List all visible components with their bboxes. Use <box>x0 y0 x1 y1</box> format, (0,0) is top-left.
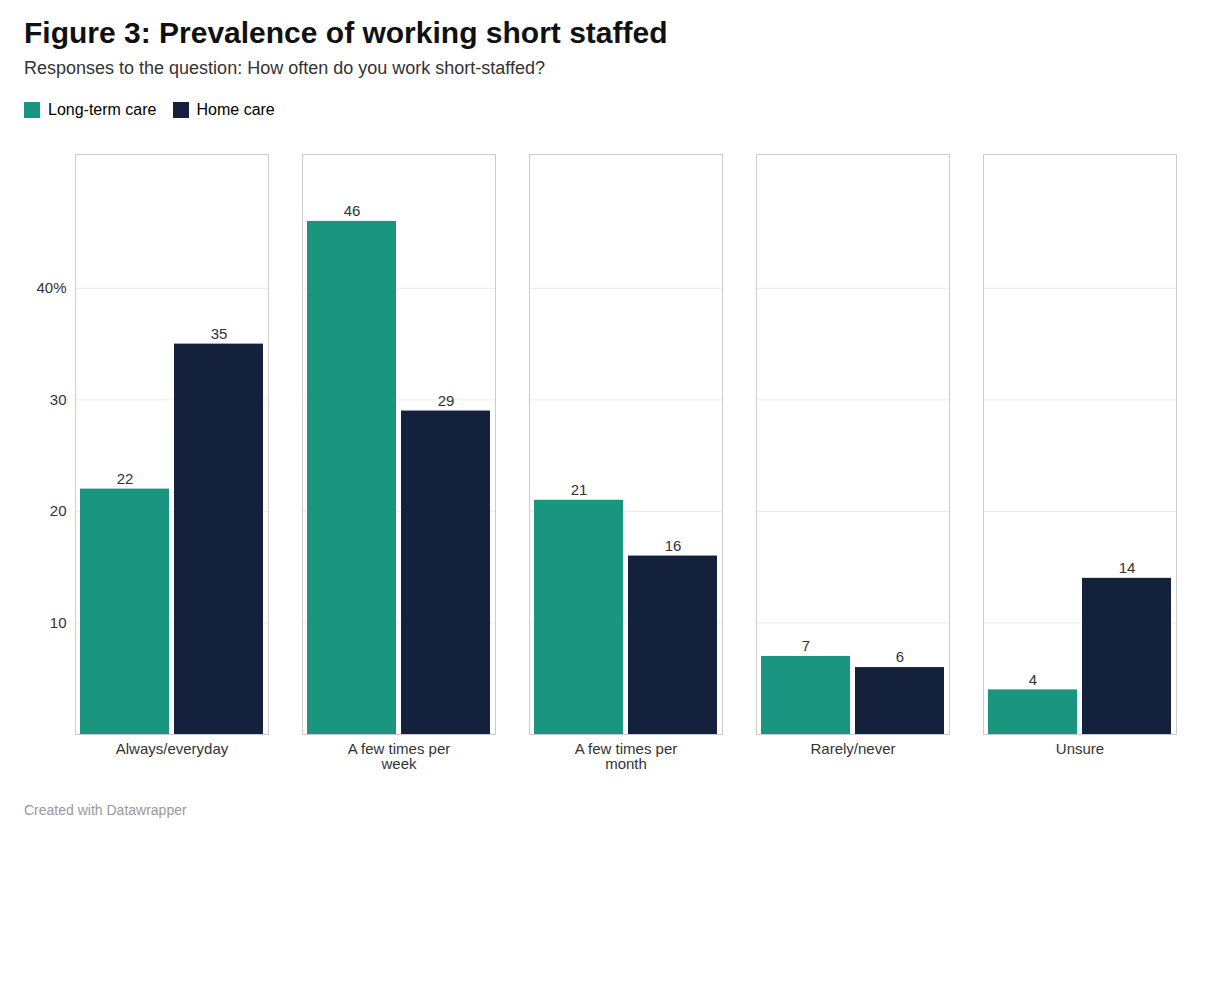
html-text:Home care: Home care <box>196 100 275 118</box>
svg-text:10: 10 <box>50 614 67 631</box>
html-text:Created with Datawrapper: Created with Datawrapper <box>24 802 187 818</box>
svg-text:29: 29 <box>438 392 455 409</box>
svg-text:Unsure: Unsure <box>1056 740 1104 757</box>
svg-text:30: 30 <box>50 391 67 408</box>
svg-text:40%: 40% <box>36 279 66 296</box>
svg-text:35: 35 <box>211 325 228 342</box>
svg-text:6: 6 <box>896 648 904 665</box>
svg-text:A few times perweek: A few times perweek <box>348 740 451 772</box>
html-text:Responses to the question: How: Responses to the question: How often do … <box>24 58 545 78</box>
svg-text:7: 7 <box>802 637 810 654</box>
svg-text:Rarely/never: Rarely/never <box>810 740 895 757</box>
svg-text:20: 20 <box>50 502 67 519</box>
svg-text:4: 4 <box>1029 671 1037 688</box>
svg-text:14: 14 <box>1119 559 1136 576</box>
svg-text:46: 46 <box>344 202 361 219</box>
svg-text:Always/everyday: Always/everyday <box>116 740 229 757</box>
svg-text:A few times permonth: A few times permonth <box>575 740 678 772</box>
html-text:Long-term care: Long-term care <box>48 100 157 118</box>
html-text:Figure 3: Prevalence of workin: Figure 3: Prevalence of working short st… <box>24 16 668 49</box>
svg-text:16: 16 <box>665 537 682 554</box>
svg-text:21: 21 <box>571 481 588 498</box>
svg-text:22: 22 <box>117 470 134 487</box>
